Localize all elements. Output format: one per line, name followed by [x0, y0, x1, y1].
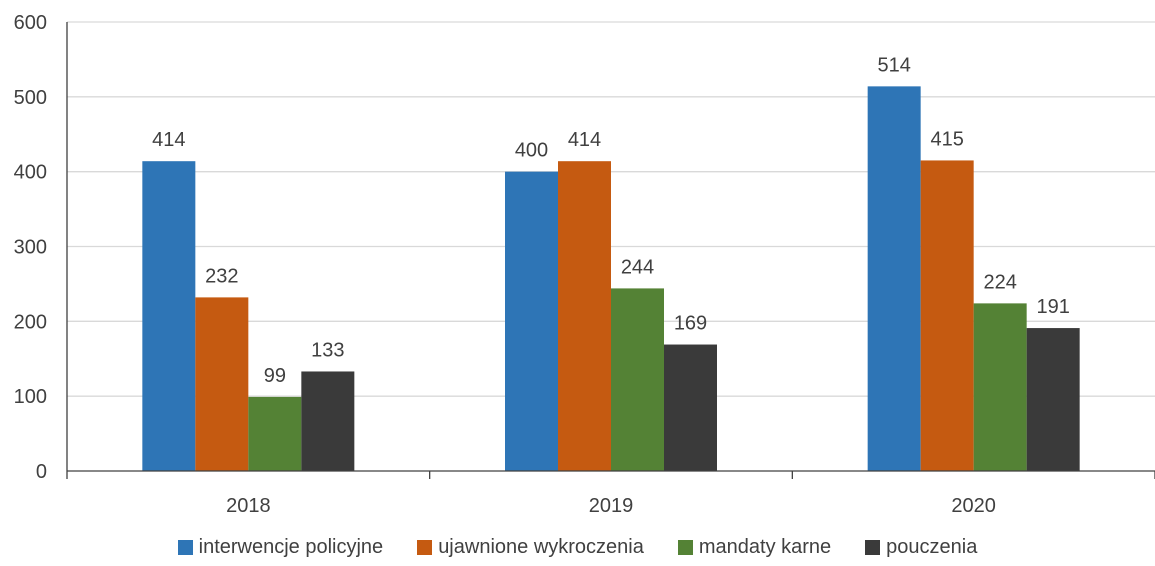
bar: [248, 396, 302, 471]
bar-chart: 0 100 200 300 400 500 600 2018 2019 2020 414 232 99…: [14, 12, 1155, 517]
data-label: 224: [983, 271, 1016, 293]
bar: [611, 288, 664, 471]
data-label: 232: [205, 265, 238, 287]
legend-swatch: [677, 540, 693, 555]
bar: [1026, 328, 1080, 471]
y-tick-label: 400: [14, 162, 47, 184]
legend-swatch: [865, 540, 881, 555]
y-tick-label: 600: [14, 12, 47, 34]
data-label: 244: [621, 256, 654, 278]
y-tick-label: 0: [36, 461, 47, 483]
legend-label: ujawnione wykroczenia: [438, 536, 644, 558]
bar: [920, 160, 974, 472]
bar: [973, 303, 1027, 471]
data-label: 99: [264, 365, 286, 387]
data-label: 133: [311, 339, 344, 361]
y-tick-label: 500: [14, 87, 47, 109]
data-label: 191: [1036, 296, 1069, 318]
legend-item-interwencje: interwencje policyjne: [177, 536, 384, 559]
data-label: 169: [674, 313, 707, 335]
bars: [142, 86, 1080, 472]
bar: [867, 86, 921, 472]
bar: [664, 344, 717, 471]
legend-label: pouczenia: [886, 536, 978, 558]
data-label: 400: [515, 140, 548, 162]
legend-swatch: [177, 540, 193, 555]
bar: [558, 161, 611, 471]
bar: [301, 371, 355, 471]
x-tick-label: 2019: [589, 495, 634, 517]
legend-swatch: [417, 540, 433, 555]
legend-item-mandaty: mandaty karne: [677, 536, 832, 559]
y-tick-label: 300: [14, 237, 47, 259]
bar: [195, 297, 249, 471]
data-label: 414: [152, 129, 185, 151]
data-labels: 414 232 99 133 400 414 244 169 514 415 224 191: [152, 54, 1070, 387]
legend-label: interwencje policyjne: [198, 536, 384, 558]
x-tick-label: 2018: [226, 495, 271, 517]
legend-item-ujawnione: ujawnione wykroczenia: [417, 536, 644, 559]
legend-label: mandaty karne: [698, 536, 832, 558]
data-label: 514: [877, 54, 910, 76]
data-label: 415: [930, 128, 963, 150]
bar: [142, 161, 196, 471]
y-tick-label: 100: [14, 386, 47, 408]
legend: interwencje policyjne ujawnione wykrocze…: [0, 536, 1155, 559]
data-label: 414: [568, 129, 601, 151]
x-tick-label: 2020: [951, 495, 996, 517]
axes: 0 100 200 300 400 500 600 2018 2019 2020: [14, 12, 1155, 517]
legend-item-pouczenia: pouczenia: [865, 536, 977, 559]
bar: [505, 171, 558, 471]
y-tick-label: 200: [14, 311, 47, 333]
